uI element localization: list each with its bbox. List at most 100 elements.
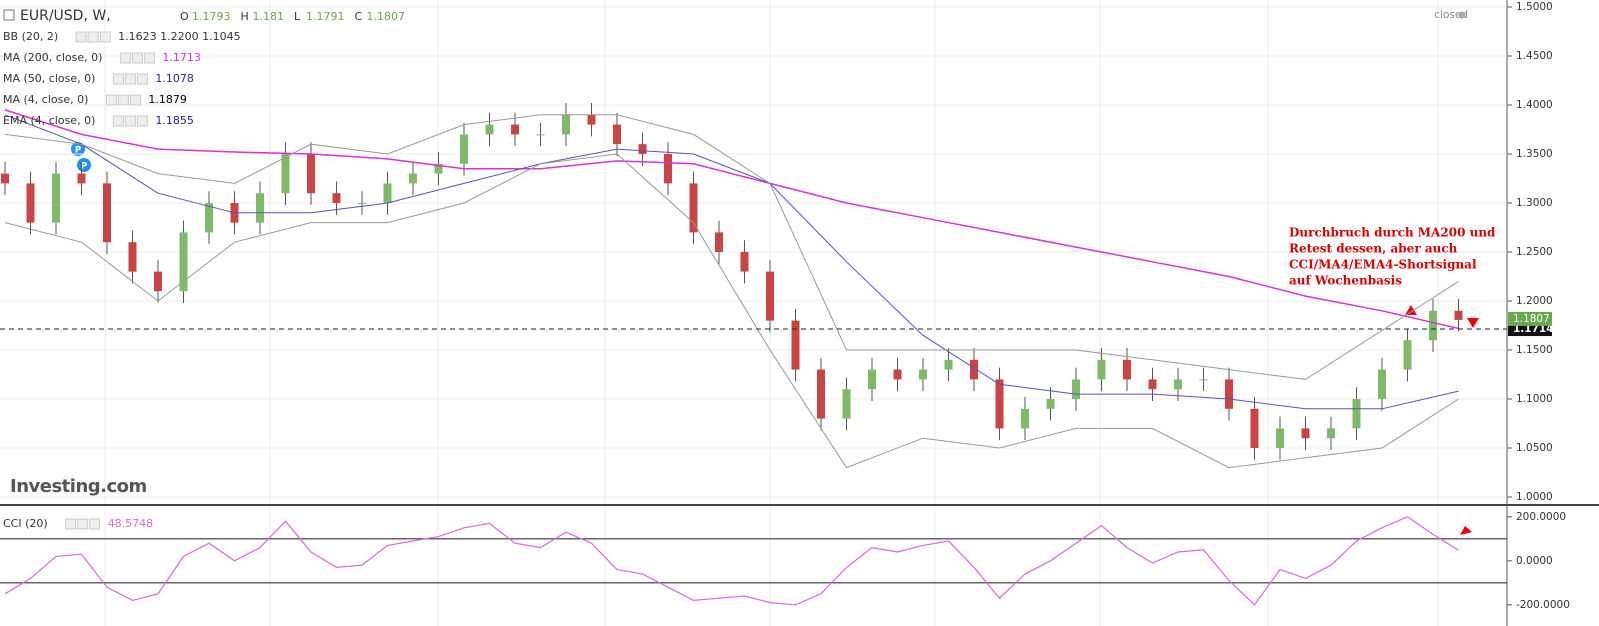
ohlc-key: O: [180, 10, 189, 23]
indicator-button: [75, 31, 87, 43]
marker-p: [71, 142, 85, 156]
candle-body: [128, 242, 137, 272]
candle-body: [638, 144, 647, 154]
indicator-button: [99, 31, 111, 43]
arrow-down: [1467, 318, 1479, 328]
ohlc-key: L: [294, 10, 301, 23]
candle-body: [1, 173, 9, 184]
candle-body: [791, 320, 800, 370]
cci-line: [4, 516, 1459, 606]
indicator-button: [112, 115, 124, 127]
candle-body: [893, 369, 902, 380]
indicator-line: [4, 114, 1459, 380]
candle-body: [868, 369, 876, 390]
arrow-up: [1460, 526, 1472, 535]
symbol: EUR/USD, W,: [20, 8, 111, 24]
marker-p-label: P: [75, 146, 82, 156]
indicator-line: [4, 153, 1459, 469]
candle-body: [307, 154, 315, 194]
candle-body: [1199, 379, 1208, 381]
indicator-name: MA (4, close, 0): [3, 93, 88, 106]
brand: Investing.com: [10, 476, 147, 497]
y-tick-label: 1.0000: [1516, 491, 1553, 503]
candle-body: [434, 163, 443, 174]
candle-body: [179, 232, 188, 292]
candle-body: [536, 134, 545, 136]
candle-body: [613, 124, 621, 145]
y-tick-label: 1.4000: [1516, 99, 1553, 111]
indicator-line: [4, 114, 1459, 410]
indicator-button: [131, 52, 143, 64]
candle-body: [358, 203, 366, 204]
annotation: CCI/MA4/EMA4-Shortsignal: [1289, 258, 1477, 272]
indicator-button: [105, 94, 117, 106]
annotation: Retest dessen, aber auch: [1289, 242, 1458, 256]
candle-body: [205, 203, 213, 233]
indicator-button: [65, 518, 77, 530]
price-tag-label: 1.1807: [1513, 313, 1550, 325]
indicator-line: [4, 109, 1459, 330]
indicator-name: MA (50, close, 0): [3, 72, 95, 85]
marker-p-label: P: [81, 162, 88, 172]
indicator-button: [119, 52, 131, 64]
candle-body: [740, 252, 749, 272]
indicator-button: [136, 115, 148, 127]
candle-body: [409, 173, 417, 184]
y-tick-label: 1.1500: [1516, 344, 1553, 356]
candle-body: [511, 124, 519, 135]
candle-body: [766, 271, 774, 321]
marker-p: [77, 158, 91, 172]
ohlc-value: 1.1791: [306, 10, 345, 23]
y-tick-label: 1.0500: [1516, 442, 1553, 454]
candle-body: [485, 124, 494, 135]
y-tick-label: 1.2000: [1516, 295, 1553, 307]
candle-body: [332, 193, 341, 203]
y-tick-label: 1.3500: [1516, 148, 1553, 160]
candle-body: [460, 134, 468, 164]
price-tag: [1508, 311, 1552, 326]
indicator-button: [124, 73, 136, 85]
candle-body: [1378, 369, 1386, 399]
candle-body: [1225, 379, 1233, 409]
status-dot: [1458, 11, 1466, 19]
ohlc-key: C: [355, 10, 363, 23]
y-tick-label: 1.1000: [1516, 393, 1553, 405]
candle-body: [995, 379, 1004, 429]
candle-body: [944, 359, 953, 370]
candle-body: [1403, 340, 1412, 370]
indicator-readout: 1.1855: [155, 114, 194, 127]
indicator-name: CCI (20): [3, 517, 48, 530]
y-tick-label: 1.3000: [1516, 197, 1553, 209]
candle-body: [1021, 408, 1029, 429]
arrow-up: [1405, 305, 1417, 315]
candle-body: [715, 232, 723, 252]
indicator-button: [124, 115, 136, 127]
candle-body: [562, 114, 570, 135]
indicator-button: [117, 94, 129, 106]
candle-body: [1429, 310, 1437, 341]
collapse-box: [3, 9, 15, 21]
candle-body: [52, 173, 60, 223]
level-tag-label: 1.1714: [1513, 323, 1554, 335]
candle-body: [256, 193, 264, 223]
indicator-button: [143, 52, 155, 64]
indicator-button: [112, 73, 124, 85]
candle-body: [1352, 399, 1361, 429]
candle-body: [1327, 428, 1335, 439]
indicator-readout: 48.5748: [108, 517, 154, 530]
candle-body: [154, 271, 162, 292]
ohlc-key: H: [241, 10, 249, 23]
candle-body: [587, 114, 596, 125]
annotation: Durchbruch durch MA200 und: [1289, 226, 1496, 240]
y-tick-label: 1.5000: [1516, 1, 1553, 13]
candle-body: [817, 369, 825, 419]
indicator-readout: 1.1713: [162, 51, 201, 64]
indicator-button: [129, 94, 141, 106]
candle-body: [77, 173, 86, 184]
candle-body: [1123, 359, 1131, 380]
candle-body: [970, 359, 978, 380]
indicator-button: [136, 73, 148, 85]
indicator-button: [77, 518, 89, 530]
